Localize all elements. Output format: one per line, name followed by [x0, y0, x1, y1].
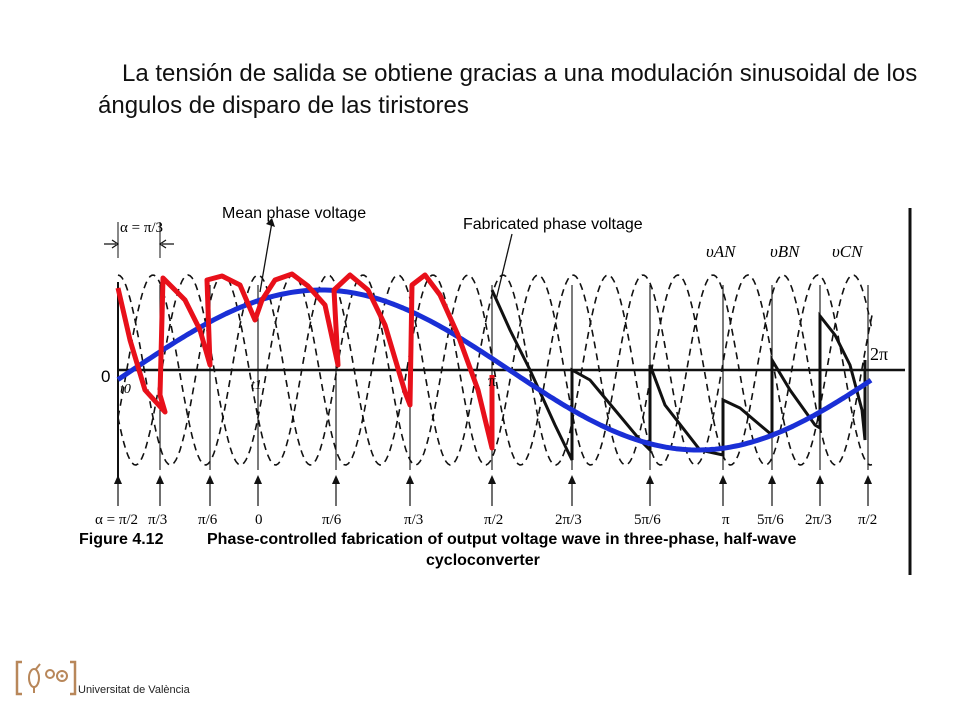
- firing-arrowhead: [864, 475, 872, 484]
- firing-arrowhead: [206, 475, 214, 484]
- mean-phase-label: Mean phase voltage: [222, 205, 366, 222]
- caption-text-line2: cycloconverter: [426, 552, 540, 569]
- firing-arrowhead: [254, 475, 262, 484]
- university-logo-icon: [15, 660, 77, 696]
- two-pi-label: 2π: [870, 344, 888, 364]
- firing-angle-label: π/2: [484, 512, 503, 528]
- firing-angle-label: 5π/6: [757, 512, 784, 528]
- pi-label: π: [488, 373, 496, 390]
- firing-angle-label: π/6: [198, 512, 218, 528]
- firing-arrows: [114, 475, 872, 506]
- firing-angle-label: π/6: [322, 512, 342, 528]
- firing-angle-label: π/3: [404, 512, 423, 528]
- mean-voltage-overlay: [116, 287, 873, 453]
- phase-curve-cn: [117, 274, 873, 466]
- firing-angle-label: 0: [255, 512, 263, 528]
- firing-arrowhead: [719, 475, 727, 484]
- firing-arrowhead: [406, 475, 414, 484]
- mean-label-arrowhead: [266, 218, 275, 227]
- caption-text: Phase-controlled fabrication of output v…: [207, 531, 797, 548]
- firing-angle-label: π/3: [148, 512, 167, 528]
- fabricated-wave-black: [490, 289, 867, 461]
- firing-angle-label: π/2: [858, 512, 877, 528]
- firing-arrowhead: [646, 475, 654, 484]
- firing-arrowhead: [488, 475, 496, 484]
- university-name: Universitat de València: [78, 684, 190, 696]
- caption-number: Figure 4.12: [79, 531, 164, 548]
- t1-label: t1: [251, 378, 262, 393]
- fabricated-phase-label: Fabricated phase voltage: [463, 216, 643, 233]
- firing-arrowhead: [568, 475, 576, 484]
- firing-arrowhead: [156, 475, 164, 484]
- firing-arrowhead: [332, 475, 340, 484]
- t0-label: t0: [120, 382, 131, 397]
- firing-angle-label: π: [722, 512, 730, 528]
- alpha-arrows: [104, 239, 174, 249]
- fabricated-voltage-overlay: [115, 271, 495, 451]
- firing-angle-label: 2π/3: [555, 512, 582, 528]
- phase-curve-an: [117, 274, 873, 466]
- firing-angle-label: 5π/6: [634, 512, 661, 528]
- phase-label-an: υAN: [706, 242, 737, 261]
- firing-arrowhead: [114, 475, 122, 484]
- firing-angle-label: α = π/2: [95, 512, 138, 528]
- axis-zero-label: 0: [101, 367, 110, 386]
- firing-arrowhead: [768, 475, 776, 484]
- slide-title: La tensión de salida se obtiene gracias …: [98, 60, 918, 119]
- fabricated-label-pointer: [495, 233, 513, 301]
- mean-label-pointer: [259, 221, 273, 293]
- firing-angle-label: 2π/3: [805, 512, 832, 528]
- phase-label-cn: υCN: [832, 242, 864, 261]
- phase-label-bn: υBN: [770, 242, 801, 261]
- phase-voltage-curves: [117, 274, 873, 466]
- fabricated-segments: [490, 289, 867, 461]
- alpha-label: α = π/3: [120, 220, 163, 236]
- firing-arrowhead: [816, 475, 824, 484]
- firing-angle-labels: α = π/2 π/3 π/6 0 π/6 π/3 π/2 2π/3 5π/6 π 5π/6 2π/3…: [95, 512, 877, 528]
- phase-curve-bn: [117, 274, 873, 466]
